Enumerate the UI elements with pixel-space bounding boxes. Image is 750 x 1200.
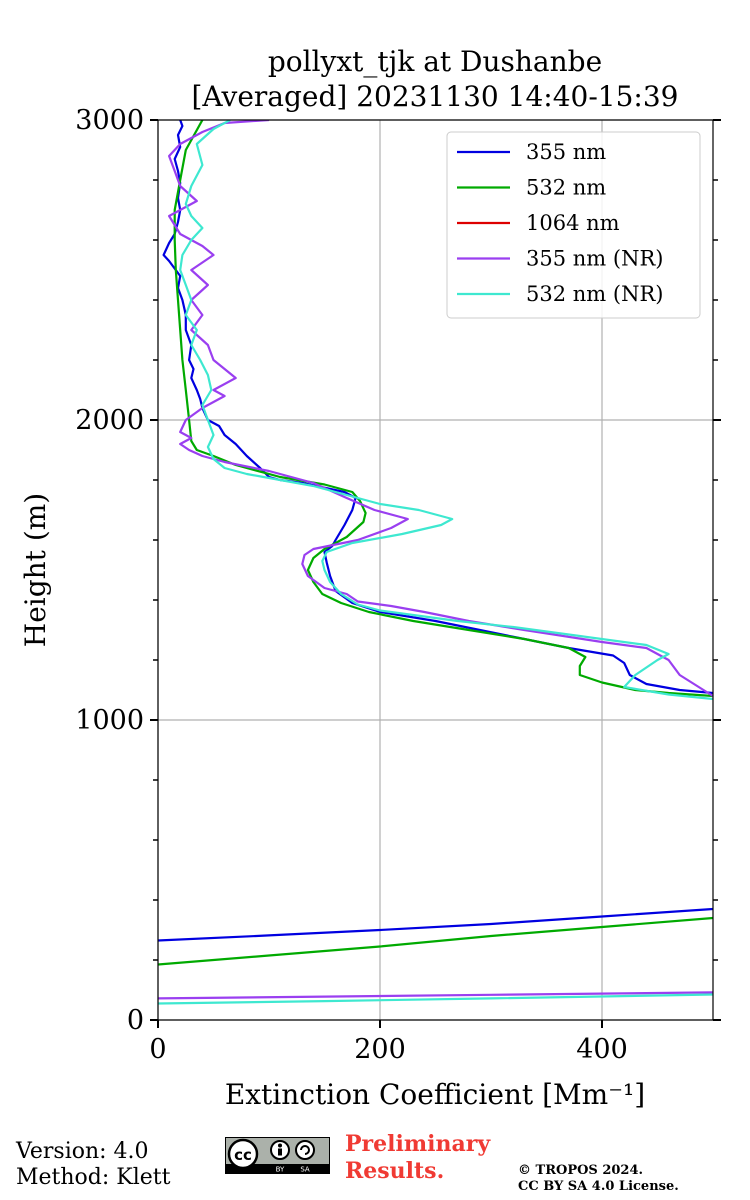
x-tick-label: 200: [354, 1034, 406, 1065]
legend-label: 1064 nm: [526, 211, 620, 235]
cc-by-sa-license-icon: cc BY SA: [225, 1137, 330, 1174]
chart-title-line1: pollyxt_tjk at Dushanbe: [268, 45, 602, 78]
y-tick-label: 1000: [75, 705, 144, 736]
method-label: Method: Klett: [16, 1165, 171, 1190]
series-line: [168, 120, 713, 697]
series-line: [158, 991, 713, 1000]
version-label: Version: 4.0: [16, 1139, 149, 1164]
x-tick-label: 400: [576, 1034, 628, 1065]
preliminary-line2: Results.: [345, 1158, 445, 1184]
plot-area: [158, 120, 713, 1005]
preliminary-notice: Preliminary Results.: [345, 1131, 490, 1185]
cc-icon-text: cc: [234, 1146, 252, 1164]
series-group: [158, 120, 713, 1005]
axes-frame: [157, 119, 714, 1021]
legend-label: 355 nm (NR): [526, 247, 663, 271]
legend-label: 532 nm: [526, 176, 606, 200]
y-tick-label: 3000: [75, 105, 144, 136]
copyright-line2: CC BY SA 4.0 License.: [518, 1179, 679, 1194]
series-line: [173, 120, 713, 698]
y-axis-label: Height (m): [19, 493, 52, 647]
y-tick-label: 0: [127, 1005, 144, 1036]
sa-share-icon: [295, 1140, 315, 1160]
by-label: BY: [276, 1166, 285, 1174]
cc-circle-icon: [227, 1138, 259, 1170]
chart-title-line2: [Averaged] 20231130 14:40-15:39: [192, 80, 679, 113]
series-line: [158, 993, 713, 1005]
legend: 355 nm 532 nm 1064 nm 355 nm (NR) 532 nm (NR…: [446, 131, 701, 319]
sa-label: SA: [300, 1166, 310, 1174]
version-info: Version: 4.0 Method: Klett: [16, 1139, 170, 1191]
x-tick-label: 0: [149, 1034, 166, 1065]
copyright-line1: © TROPOS 2024.: [518, 1163, 644, 1178]
axis-ticks: 0 200 400 0 1000 2000 3000: [75, 105, 721, 1065]
series-line: [162, 120, 713, 695]
legend-label: 532 nm (NR): [526, 282, 663, 306]
series-line: [158, 916, 713, 966]
preliminary-line1: Preliminary: [345, 1131, 491, 1157]
legend-label: 355 nm: [526, 140, 606, 164]
x-axis-label: Extinction Coefficient [Mm⁻¹]: [225, 1078, 645, 1111]
legend-box: [446, 131, 701, 319]
series-line: [179, 120, 713, 701]
y-tick-label: 2000: [75, 405, 144, 436]
series-line: [158, 907, 713, 942]
copyright-notice: © TROPOS 2024. CC BY SA 4.0 License.: [518, 1163, 679, 1195]
